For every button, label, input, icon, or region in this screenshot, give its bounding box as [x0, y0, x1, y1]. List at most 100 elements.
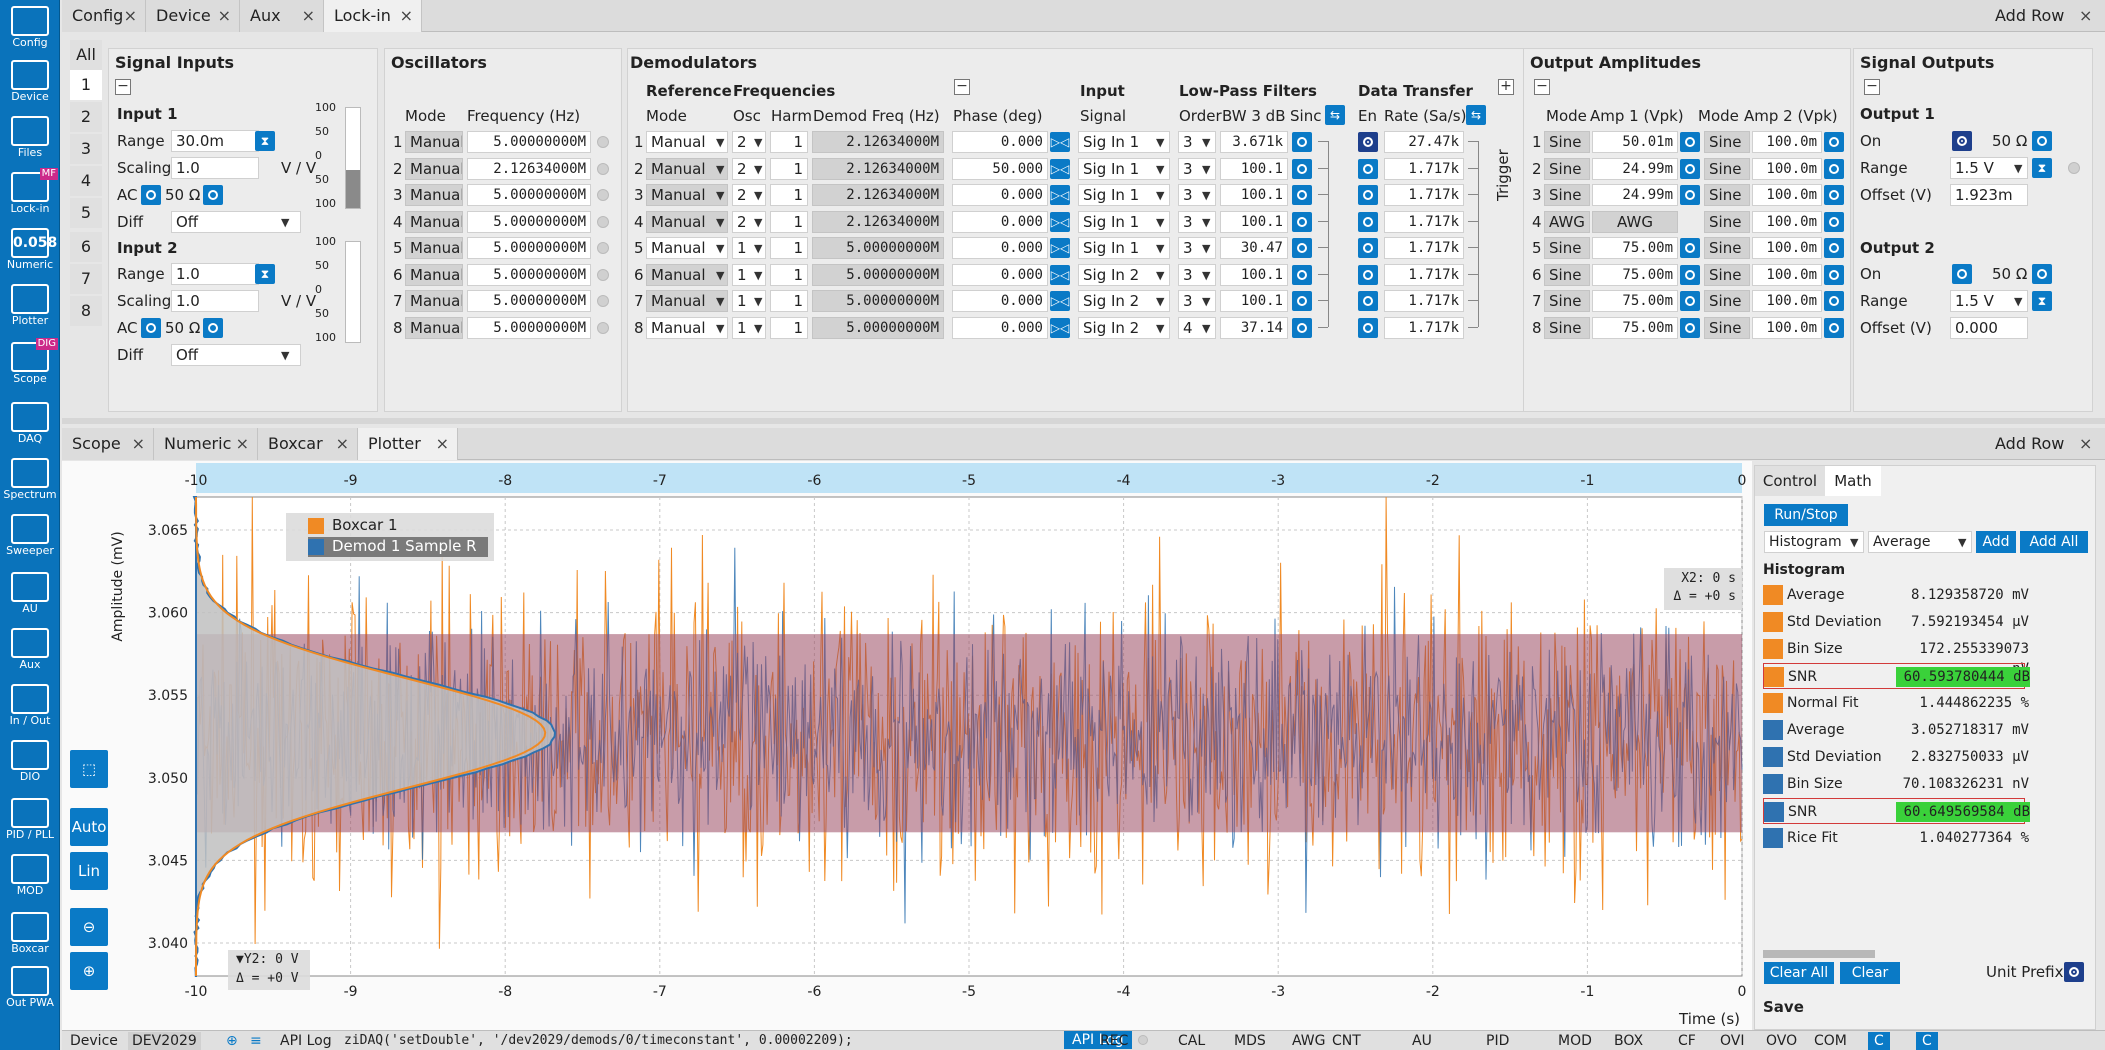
sidebar-item-boxcar[interactable]: Boxcar — [2, 908, 58, 962]
run-stop-button[interactable]: Run/Stop — [1764, 504, 1848, 526]
demod-signal-select[interactable]: Sig In 1 — [1078, 131, 1170, 153]
demod-signal-select[interactable]: Sig In 1 — [1078, 210, 1170, 233]
sinc-toggle[interactable] — [1292, 264, 1312, 285]
demod-order-select[interactable]: 3 — [1178, 290, 1216, 312]
oscillator-frequency-field[interactable]: 5.00000000M — [467, 316, 591, 339]
demod-phase-field[interactable]: 0.000 — [952, 316, 1048, 339]
input1-range-field[interactable]: 30.0m — [171, 130, 259, 152]
demod-mode-select[interactable]: Manual — [646, 290, 728, 312]
collapse-button[interactable]: − — [1534, 79, 1550, 95]
sinc-link-button[interactable]: ⇆ — [1325, 105, 1345, 125]
zero-phase-button[interactable]: ▷◁ — [1050, 264, 1070, 285]
amp2-field[interactable]: 100.0m — [1752, 184, 1822, 206]
sidebar-item-in-out[interactable]: In / Out — [2, 680, 58, 734]
demod-rate-field[interactable]: 1.717k — [1384, 237, 1464, 259]
sidebar-item-config[interactable]: Config — [2, 2, 58, 56]
demod-rate-field[interactable]: 27.47k — [1384, 131, 1464, 153]
rate-link-button[interactable]: ⇆ — [1466, 105, 1486, 125]
amp1-enable-toggle[interactable] — [1680, 317, 1700, 338]
demod-phase-field[interactable]: 0.000 — [952, 290, 1048, 312]
demod-rate-field[interactable]: 1.717k — [1384, 316, 1464, 339]
status-indicator[interactable]: CF — [1678, 1033, 1696, 1049]
output2-offset-field[interactable]: 0.000 — [1950, 317, 2028, 339]
output1-50ohm-toggle[interactable] — [2032, 131, 2052, 151]
add-button[interactable]: Add — [1976, 531, 2016, 553]
histogram-row[interactable]: SNR 60.649569584 dB — [1763, 798, 2030, 824]
side-tab-3[interactable]: 3 — [70, 134, 102, 164]
demod-phase-field[interactable]: 0.000 — [952, 237, 1048, 259]
demod-bw-field[interactable]: 100.1 — [1220, 290, 1288, 312]
demod-signal-select[interactable]: Sig In 2 — [1078, 263, 1170, 286]
enable-toggle[interactable] — [1358, 185, 1378, 205]
tab-device[interactable]: Device × — [146, 0, 240, 32]
output1-offset-field[interactable]: 1.923m — [1950, 184, 2028, 206]
tab-lock-in[interactable]: Lock-in × — [324, 0, 422, 32]
oscillator-mode[interactable]: Manual — [405, 290, 463, 312]
zoom-out-button[interactable]: ⊖ — [70, 908, 108, 946]
input1-diff-select[interactable]: Off — [171, 211, 301, 233]
demod-osc-select[interactable]: 1 — [732, 237, 766, 259]
oscillator-mode[interactable]: Manual — [405, 157, 463, 180]
tab-math[interactable]: Math — [1825, 466, 1881, 496]
collapse-button[interactable]: − — [954, 79, 970, 95]
amp1-field[interactable]: AWG — [1592, 210, 1678, 233]
oscillator-frequency-field[interactable]: 5.00000000M — [467, 184, 591, 206]
amp2-field[interactable]: 100.0m — [1752, 157, 1822, 180]
side-tab-6[interactable]: 6 — [70, 232, 102, 262]
amp2-field[interactable]: 100.0m — [1752, 263, 1822, 286]
side-tab-2[interactable]: 2 — [70, 102, 102, 132]
zero-phase-button[interactable]: ▷◁ — [1050, 291, 1070, 311]
output1-on-toggle[interactable] — [1952, 131, 1972, 151]
histogram-row[interactable]: Average 8.129358720 mV — [1763, 582, 2029, 608]
status-indicator[interactable]: AU — [1412, 1033, 1432, 1049]
demod-osc-select[interactable]: 1 — [732, 316, 766, 339]
close-icon[interactable]: × — [335, 434, 349, 453]
side-tab-8[interactable]: 8 — [70, 296, 102, 326]
oscillator-mode[interactable]: Manual — [405, 263, 463, 286]
status-indicator[interactable]: BOX — [1614, 1033, 1644, 1049]
zero-phase-button[interactable]: ▷◁ — [1050, 317, 1070, 338]
histogram-row[interactable]: Std Deviation 2.832750033 µV — [1763, 744, 2029, 770]
sinc-toggle[interactable] — [1292, 291, 1312, 311]
math-operation-select[interactable]: Average — [1868, 531, 1972, 553]
zero-phase-button[interactable]: ▷◁ — [1050, 238, 1070, 258]
demod-bw-field[interactable]: 3.671k — [1220, 131, 1288, 153]
demod-harm-field[interactable]: 1 — [770, 131, 808, 153]
status-indicator[interactable]: C — [1916, 1032, 1938, 1050]
amp2-field[interactable]: 100.0m — [1752, 237, 1822, 259]
sinc-toggle[interactable] — [1292, 238, 1312, 258]
demod-phase-field[interactable]: 0.000 — [952, 263, 1048, 286]
demod-osc-select[interactable]: 2 — [732, 210, 766, 233]
status-indicator[interactable]: CNT — [1332, 1033, 1361, 1049]
sidebar-item-lock-in[interactable]: Lock-in MF — [2, 168, 58, 222]
demod-phase-field[interactable]: 50.000 — [952, 157, 1048, 180]
sidebar-item-au[interactable]: AU — [2, 568, 58, 622]
sidebar-item-dio[interactable]: DIO — [2, 736, 58, 790]
zero-phase-button[interactable]: ▷◁ — [1050, 132, 1070, 152]
sidebar-item-sweeper[interactable]: Sweeper — [2, 510, 58, 564]
demod-mode-select[interactable]: Manual — [646, 157, 728, 180]
amp1-mode[interactable]: AWG — [1544, 210, 1590, 233]
menu-icon[interactable]: ≡ — [250, 1033, 262, 1049]
amp1-enable-toggle[interactable] — [1680, 264, 1700, 285]
status-indicator[interactable]: MOD — [1558, 1033, 1592, 1049]
demod-osc-select[interactable]: 1 — [732, 290, 766, 312]
sinc-toggle[interactable] — [1292, 317, 1312, 338]
input2-scaling-field[interactable]: 1.0 — [171, 290, 259, 312]
demod-order-select[interactable]: 3 — [1178, 157, 1216, 180]
status-indicator[interactable]: OVI — [1720, 1033, 1745, 1049]
demod-signal-select[interactable]: Sig In 2 — [1078, 316, 1170, 339]
output2-range-select[interactable]: 1.5 V — [1950, 290, 2028, 312]
demod-signal-select[interactable]: Sig In 2 — [1078, 290, 1170, 312]
amp1-mode[interactable]: Sine — [1544, 131, 1590, 153]
demod-phase-field[interactable]: 0.000 — [952, 131, 1048, 153]
sinc-toggle[interactable] — [1292, 211, 1312, 232]
sinc-toggle[interactable] — [1292, 185, 1312, 205]
side-tab-5[interactable]: 5 — [70, 198, 102, 228]
status-indicator[interactable]: REC — [1100, 1033, 1129, 1049]
amp2-mode[interactable]: Sine — [1704, 184, 1750, 206]
ac-toggle[interactable] — [141, 318, 161, 338]
auto-range-button[interactable]: ⧗ — [2032, 158, 2052, 178]
close-icon[interactable]: × — [235, 434, 249, 453]
